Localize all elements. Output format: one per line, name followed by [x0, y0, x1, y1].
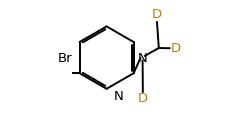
Text: Br: Br — [58, 52, 73, 65]
Text: D: D — [151, 9, 162, 21]
Text: N: N — [114, 90, 124, 103]
Text: N: N — [138, 52, 147, 65]
Text: D: D — [171, 42, 181, 55]
Text: D: D — [138, 93, 148, 105]
